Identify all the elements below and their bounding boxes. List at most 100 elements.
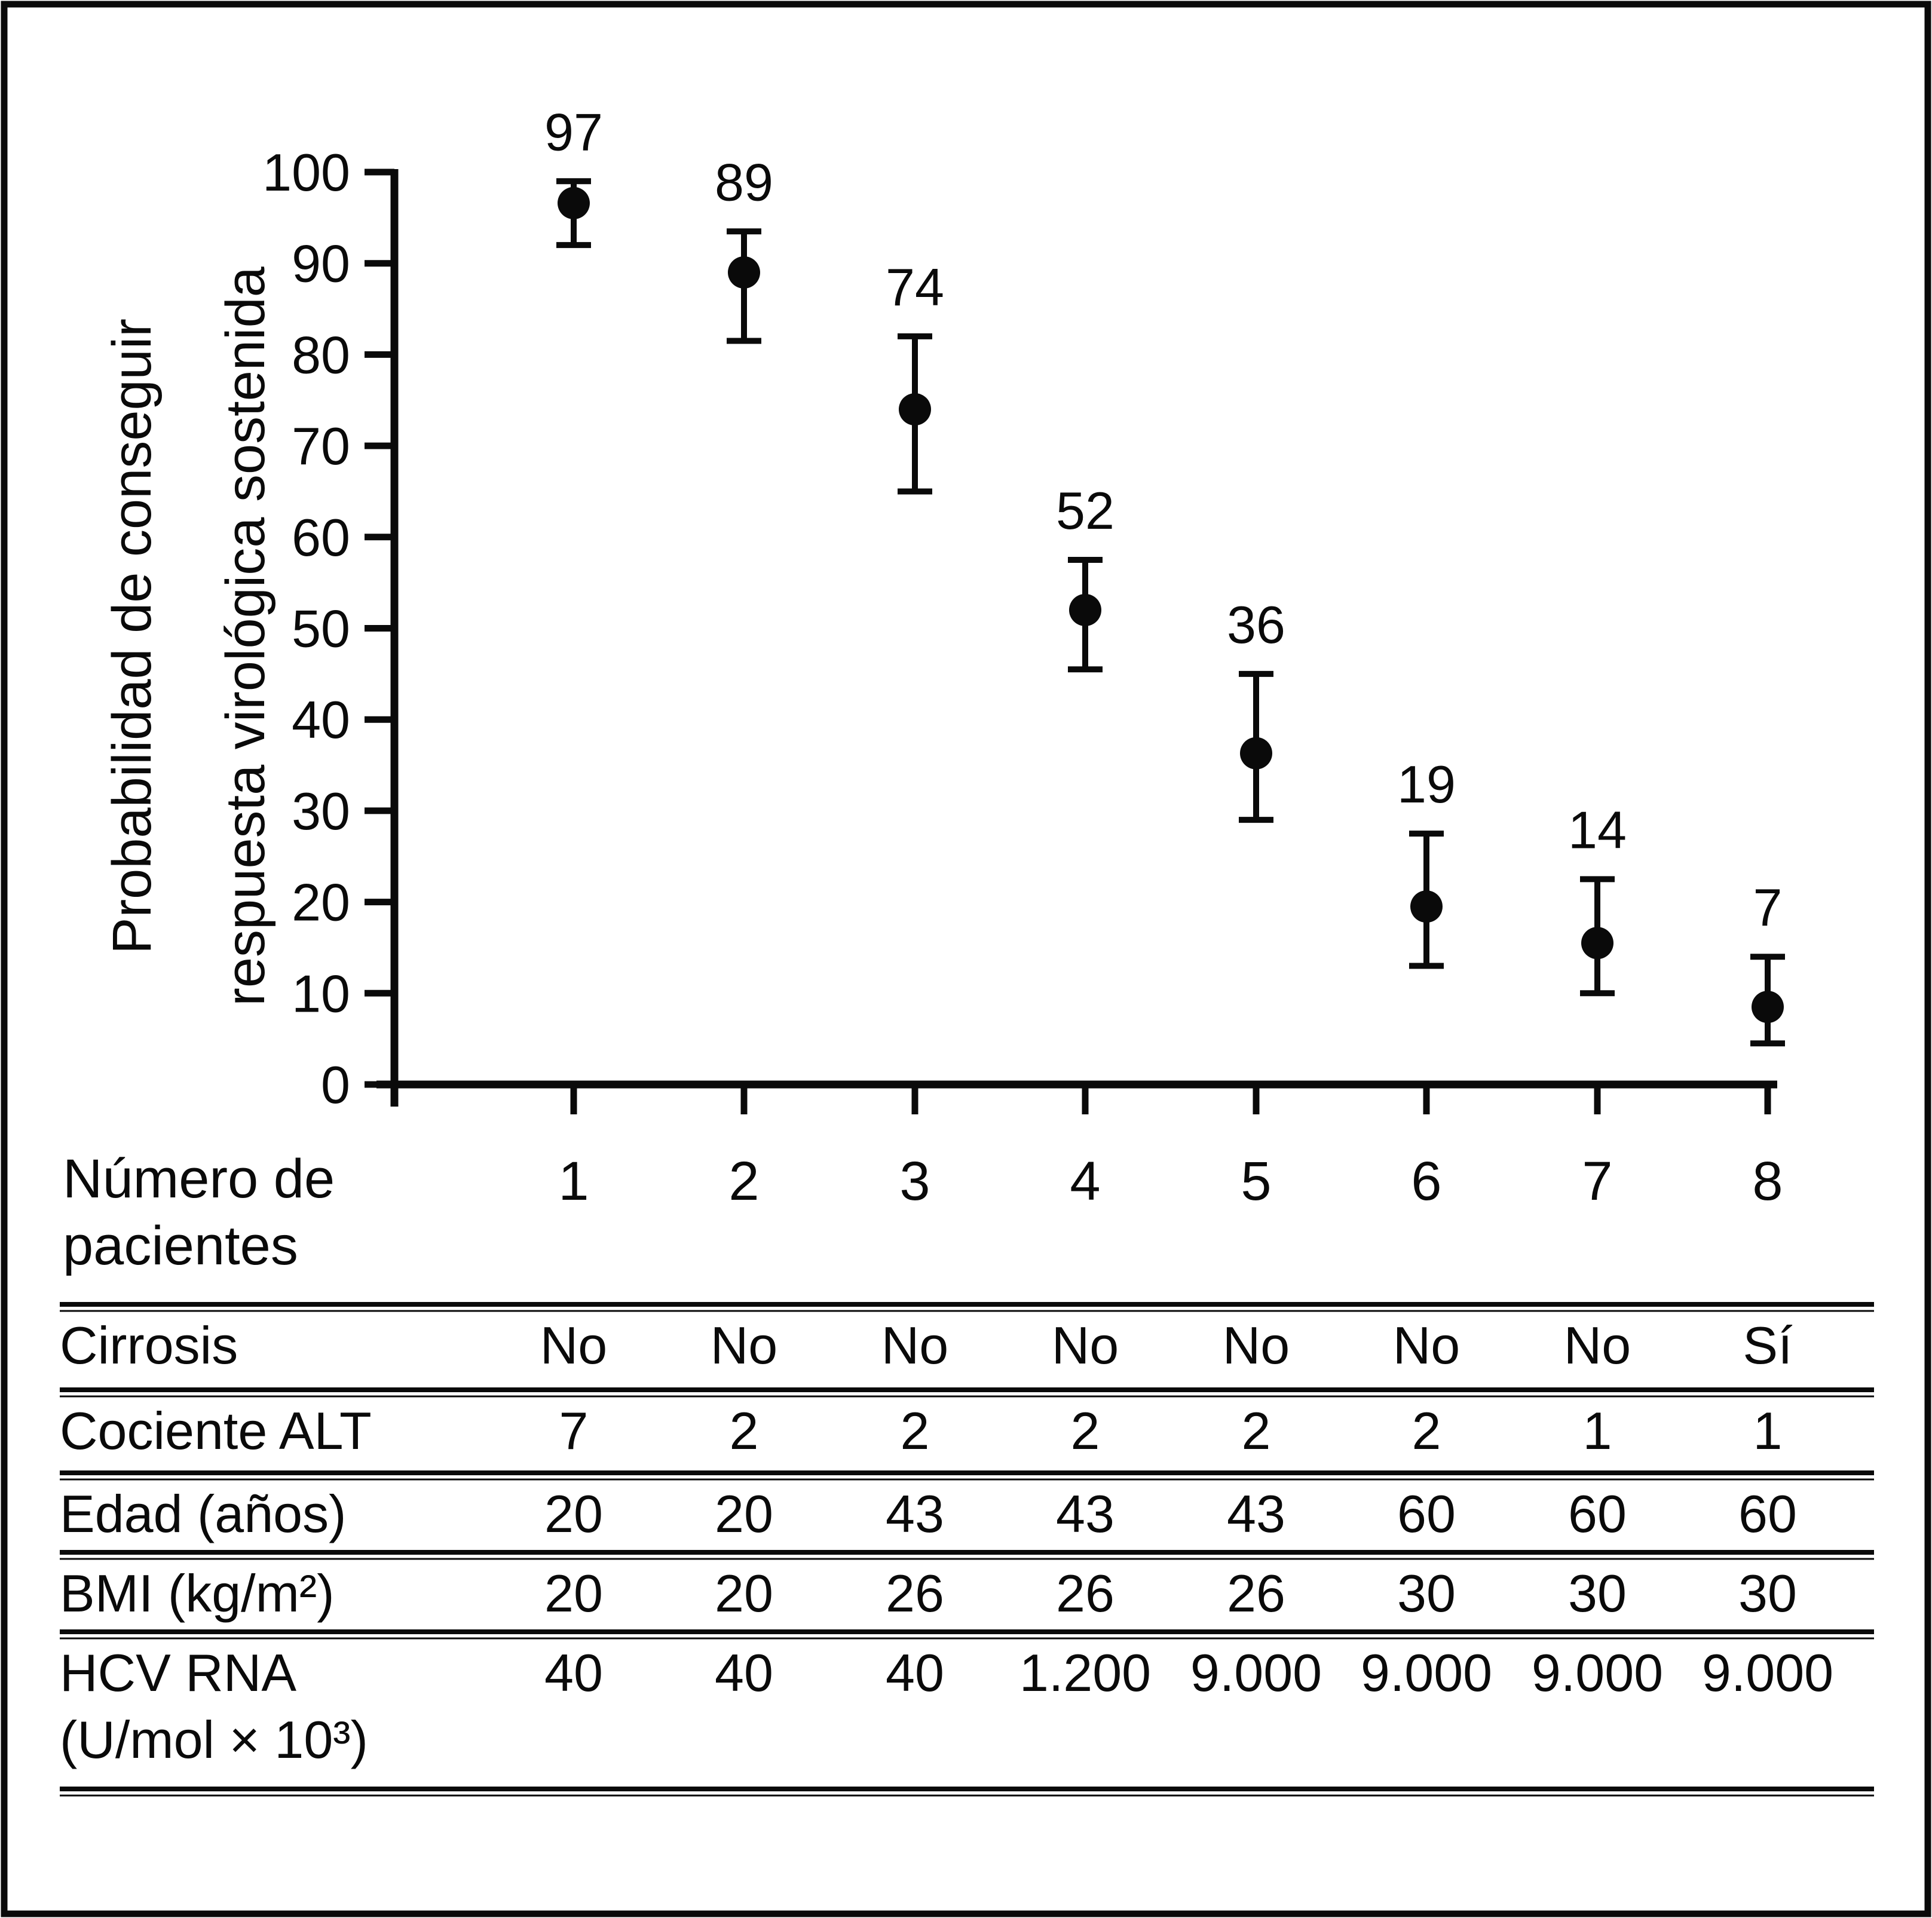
data-point-dot xyxy=(1069,593,1101,626)
data-point-group: 74 xyxy=(886,258,944,495)
table-cell: 40 xyxy=(886,1643,944,1702)
table-cell: 2 xyxy=(1071,1401,1100,1460)
table-row-label: BMI (kg/m²) xyxy=(60,1564,335,1623)
x-category-number: 8 xyxy=(1752,1151,1783,1212)
x-category-number: 6 xyxy=(1411,1151,1441,1212)
data-point-group: 36 xyxy=(1227,595,1285,823)
table-cell: 7 xyxy=(559,1401,589,1460)
patient-table: Cirrosis No No No No No No No Sí Cociente ALT 7 2 2 2… xyxy=(60,1302,1874,1797)
table-cell: No xyxy=(711,1316,778,1375)
table-cell: 1.200 xyxy=(1019,1643,1151,1702)
data-point-group: 19 xyxy=(1397,755,1456,969)
table-cell: 26 xyxy=(1056,1564,1115,1623)
y-axis-tick-label: 0 xyxy=(321,1055,350,1114)
x-axis-label-line1: Número de xyxy=(63,1148,335,1209)
data-point-group: 52 xyxy=(1056,481,1115,673)
data-point-label: 19 xyxy=(1397,755,1456,814)
table-row-label-line2: (U/mol × 10³) xyxy=(60,1710,368,1769)
table-row-label: Edad (años) xyxy=(60,1484,346,1543)
table-cell: 40 xyxy=(544,1643,603,1702)
y-axis-tick-label: 20 xyxy=(292,873,350,932)
table-cell: 2 xyxy=(901,1401,930,1460)
table-cell: 9.000 xyxy=(1361,1643,1492,1702)
table-row: Cirrosis No No No No No No No Sí xyxy=(60,1316,1793,1375)
table-cell: 20 xyxy=(715,1564,773,1623)
table-cell: 2 xyxy=(730,1401,759,1460)
table-row-label: Cociente ALT xyxy=(60,1401,372,1460)
data-point-dot xyxy=(1581,927,1613,960)
data-point-label: 36 xyxy=(1227,595,1285,654)
table-cell: No xyxy=(1393,1316,1461,1375)
data-point-label: 7 xyxy=(1753,878,1783,937)
table-cell: 26 xyxy=(1227,1564,1285,1623)
data-point-dot xyxy=(728,256,760,289)
x-category-number: 1 xyxy=(558,1151,589,1212)
table-cell: 9.000 xyxy=(1702,1643,1833,1702)
x-category-number: 2 xyxy=(728,1151,759,1212)
data-point-label: 89 xyxy=(715,152,773,212)
y-axis-tick-label: 50 xyxy=(292,599,350,658)
y-axis-label-line1: Probabilidad de conseguir xyxy=(102,318,163,954)
data-point-dot xyxy=(1410,890,1443,923)
table-cell: 43 xyxy=(886,1484,944,1543)
table-cell: 43 xyxy=(1227,1484,1285,1543)
data-point-group: 7 xyxy=(1750,878,1785,1047)
data-point-dot xyxy=(899,393,931,426)
table-cell: 2 xyxy=(1412,1401,1441,1460)
data-point-label: 97 xyxy=(544,102,603,161)
table-cell: Sí xyxy=(1743,1316,1793,1375)
data-point-group: 14 xyxy=(1568,800,1627,997)
data-point-group: 89 xyxy=(715,152,773,344)
data-point-dot xyxy=(1752,991,1784,1024)
x-category-number: 7 xyxy=(1582,1151,1612,1212)
data-point-label: 52 xyxy=(1056,481,1115,540)
x-category-number: 4 xyxy=(1070,1151,1100,1212)
y-axis-tick-label: 70 xyxy=(292,416,350,476)
x-category-number: 5 xyxy=(1241,1151,1271,1212)
data-points: 97 89 74 52 36 19 14 7 xyxy=(544,102,1785,1047)
table-row-label: HCV RNA xyxy=(60,1643,296,1702)
table-row: BMI (kg/m²) 20 20 26 26 26 30 30 30 xyxy=(60,1564,1797,1623)
table-cell: 43 xyxy=(1056,1484,1115,1543)
table-row: Cociente ALT 7 2 2 2 2 2 1 1 xyxy=(60,1401,1782,1460)
table-row: HCV RNA (U/mol × 10³) 40 40 40 1.200 9.000 9.00… xyxy=(60,1643,1833,1769)
data-point-dot xyxy=(1240,737,1272,770)
table-row-label: Cirrosis xyxy=(60,1316,238,1375)
table-cell: 30 xyxy=(1738,1564,1797,1623)
table-cell: No xyxy=(881,1316,949,1375)
table-cell: 9.000 xyxy=(1532,1643,1663,1702)
y-axis-tick-label: 90 xyxy=(292,234,350,293)
y-axis-tick-label: 10 xyxy=(292,964,350,1023)
x-axis-ticks xyxy=(570,1084,1771,1114)
table-cell: 26 xyxy=(886,1564,944,1623)
table-cell: 30 xyxy=(1568,1564,1627,1623)
y-axis-tick-label: 60 xyxy=(292,508,350,567)
data-point-dot xyxy=(558,186,590,219)
table-cell: 60 xyxy=(1568,1484,1627,1543)
y-axis-label-line2: respuesta virológica sostenida xyxy=(215,266,276,1006)
table-cell: 1 xyxy=(1753,1401,1783,1460)
table-cell: 1 xyxy=(1583,1401,1612,1460)
table-cell: 30 xyxy=(1397,1564,1456,1623)
table-cell: 20 xyxy=(715,1484,773,1543)
x-category-numbers: 1 2 3 4 5 6 7 8 xyxy=(558,1151,1783,1212)
y-axis-ticks: 0 10 20 30 40 50 60 70 80 90 100 xyxy=(262,143,394,1114)
table-cell: 60 xyxy=(1397,1484,1456,1543)
x-category-number: 3 xyxy=(899,1151,930,1212)
y-axis-tick-label: 80 xyxy=(292,325,350,384)
x-axis-label-line2: pacientes xyxy=(63,1215,298,1276)
y-axis-tick-label: 40 xyxy=(292,690,350,749)
table-cell: 20 xyxy=(544,1484,603,1543)
table-cell: No xyxy=(1052,1316,1119,1375)
table-cell: No xyxy=(540,1316,608,1375)
data-point-label: 74 xyxy=(886,258,944,317)
y-axis-tick-label: 100 xyxy=(262,143,350,202)
table-cell: 40 xyxy=(715,1643,773,1702)
data-point-label: 14 xyxy=(1568,800,1627,859)
table-cell: No xyxy=(1564,1316,1631,1375)
table-cell: 20 xyxy=(544,1564,603,1623)
table-row: Edad (años) 20 20 43 43 43 60 60 60 xyxy=(60,1484,1797,1543)
